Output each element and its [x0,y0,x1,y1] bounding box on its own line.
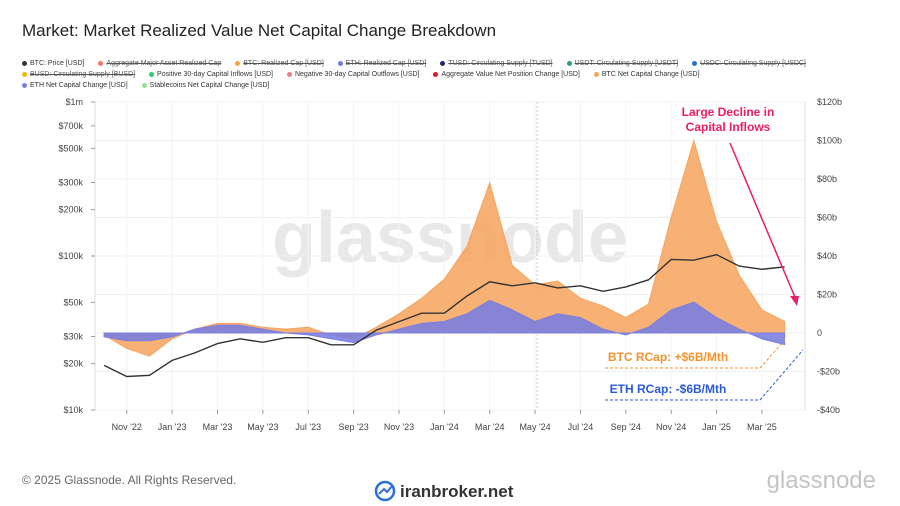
x-tick-label: Sep '24 [611,422,641,432]
legend-item[interactable]: BUSD: Circulating Supply [BUSD] [22,71,135,78]
legend-swatch [566,61,572,66]
legend-label: BTC: Price [USD] [30,60,85,67]
legend-swatch [440,61,446,66]
legend-item[interactable]: Aggregate Major Asset Realized Cap [98,60,221,67]
legend-swatch [337,61,343,66]
x-tick-label: Nov '23 [384,422,414,432]
x-tick-label: Jul '24 [568,422,594,432]
legend-swatch [593,72,599,77]
legend-item[interactable]: ETH Net Capital Change [USD] [22,82,128,89]
legend-label: Aggregate Major Asset Realized Cap [106,60,222,67]
legend-label: Stablecoins Net Capital Change [USD] [149,82,270,89]
y2-tick-label: $20b [817,290,837,300]
y-tick-label: $20k [63,359,83,369]
legend-item[interactable]: BTC: Price [USD] [22,60,84,67]
legend-label: BTC Net Capital Change [USD] [601,71,700,78]
legend-item[interactable]: TUSD: Circulating Supply [TUSD] [440,60,553,67]
y-tick-label: $100k [58,251,83,261]
y-tick-label: $700k [58,121,83,131]
legend-item[interactable]: Stablecoins Net Capital Change [USD] [141,82,270,89]
legend-label: Positive 30-day Capital Inflows [USD] [157,71,273,78]
source-icon [374,480,396,502]
y2-tick-label: $120b [817,97,842,107]
legend-swatch [141,83,147,88]
y2-tick-label: $100b [817,136,842,146]
y2-tick-label: $60b [817,213,837,223]
legend-label: BTC: Realized Cap [USD] [243,60,324,67]
annotation: Capital Inflows [686,120,771,134]
x-tick-label: Nov '24 [656,422,686,432]
line [103,253,785,378]
x-tick-label: Mar '24 [475,422,505,432]
y-tick-label: $300k [58,178,83,188]
x-tick-label: Jan '24 [430,422,459,432]
y2-tick-label: $80b [817,174,837,184]
x-tick-label: Mar '25 [747,422,777,432]
legend-swatch [98,61,104,66]
legend-swatch [433,72,439,77]
legend-label: USDC: Circulating Supply [USDC] [700,60,806,67]
legend-item[interactable]: Positive 30-day Capital Inflows [USD] [149,71,273,78]
annotation: Large Decline in [682,105,775,119]
chart-title: Market: Market Realized Value Net Capita… [22,21,496,40]
annotation: BTC RCap: +$6B/Mth [608,350,728,364]
legend-swatch [22,72,27,77]
legend-label: Aggregate Value Net Position Change [USD… [441,71,580,78]
legend-swatch [22,83,27,88]
annotation-leader [605,339,786,369]
legend-swatch [692,61,698,66]
legend-item[interactable]: USDT: Circulating Supply [USDT] [566,60,679,67]
x-tick-label: May '24 [519,422,550,432]
legend-item[interactable]: Negative 30-day Capital Outflows [USD] [286,71,420,78]
logo: glassnode [767,467,876,494]
y-tick-label: $500k [58,143,83,153]
y2-tick-label: -$20b [817,367,840,377]
legend-label: USDT: Circulating Supply [USDT] [574,60,679,67]
annotation-arrowhead [790,296,799,306]
x-tick-label: Nov '22 [112,422,142,432]
legend-swatch [22,61,27,66]
y-tick-label: $10k [63,405,83,415]
legend-item[interactable]: ETH: Realized Cap [USD] [337,60,427,67]
legend-label: ETH: Realized Cap [USD] [345,60,427,67]
y-tick-label: $1m [65,97,83,107]
legend-swatch [235,61,241,66]
x-tick-label: Jan '25 [702,422,731,432]
legend-label: Negative 30-day Capital Outflows [USD] [294,71,420,78]
legend-label: ETH Net Capital Change [USD] [30,82,128,89]
area [103,299,786,346]
y-tick-label: $50k [63,297,83,307]
legend-item[interactable]: BTC Net Capital Change [USD] [593,71,700,78]
legend-label: TUSD: Circulating Supply [TUSD] [448,60,553,67]
x-tick-label: Sep '23 [338,422,368,432]
legend-item[interactable]: Aggregate Value Net Position Change [USD… [433,71,580,78]
x-tick-label: Jul '23 [295,422,321,432]
annotation: ETH RCap: -$6B/Mth [610,382,727,396]
y-tick-label: $200k [58,205,83,215]
legend-item[interactable]: USDC: Circulating Supply [USDC] [692,60,806,67]
y2-tick-label: -$40b [817,405,840,415]
x-tick-label: May '23 [247,422,278,432]
source-mark: iranbroker.net [400,482,514,501]
y2-tick-label: 0 [817,328,822,338]
y-tick-label: $30k [63,332,83,342]
legend-swatch [286,72,292,77]
annotation-leader [605,349,804,401]
footer: © 2025 Glassnode. All Rights Reserved. [22,473,236,487]
legend: BTC: Price [USD] Aggregate Major Asset Re… [22,60,812,89]
x-tick-label: Mar '23 [203,422,233,432]
y2-tick-label: $40b [817,251,837,261]
legend-swatch [149,72,155,77]
x-tick-label: Jan '23 [158,422,187,432]
legend-item[interactable]: BTC: Realized Cap [USD] [235,60,324,67]
watermark: glassnode [272,198,628,278]
legend-label: BUSD: Circulating Supply [BUSD] [30,71,136,78]
annotation-arrow [729,142,798,303]
